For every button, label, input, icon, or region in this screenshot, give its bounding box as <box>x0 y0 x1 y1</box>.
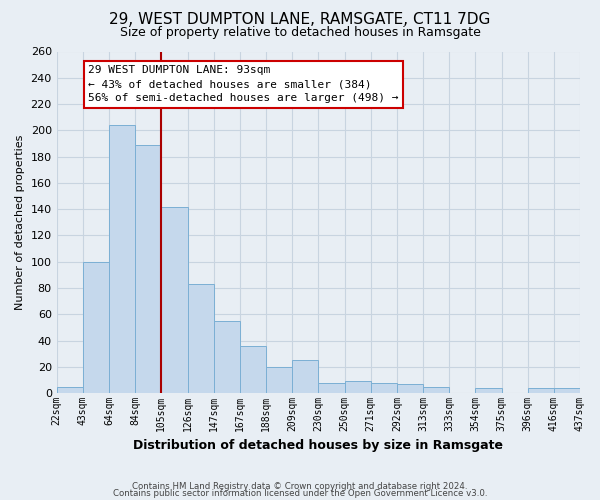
Bar <box>527 388 554 393</box>
Text: Size of property relative to detached houses in Ramsgate: Size of property relative to detached ho… <box>119 26 481 39</box>
X-axis label: Distribution of detached houses by size in Ramsgate: Distribution of detached houses by size … <box>133 440 503 452</box>
Text: 29, WEST DUMPTON LANE, RAMSGATE, CT11 7DG: 29, WEST DUMPTON LANE, RAMSGATE, CT11 7D… <box>109 12 491 28</box>
Bar <box>292 360 319 393</box>
Bar <box>135 145 161 393</box>
Bar <box>109 125 135 393</box>
Bar <box>161 206 187 393</box>
Bar <box>240 346 266 393</box>
Bar <box>423 386 449 393</box>
Bar <box>554 388 580 393</box>
Bar <box>319 382 344 393</box>
Bar <box>56 386 83 393</box>
Text: Contains public sector information licensed under the Open Government Licence v3: Contains public sector information licen… <box>113 490 487 498</box>
Bar <box>475 388 502 393</box>
Y-axis label: Number of detached properties: Number of detached properties <box>15 134 25 310</box>
Bar <box>371 382 397 393</box>
Bar <box>187 284 214 393</box>
Bar <box>83 262 109 393</box>
Bar <box>344 382 371 393</box>
Bar <box>214 321 240 393</box>
Bar <box>397 384 423 393</box>
Text: Contains HM Land Registry data © Crown copyright and database right 2024.: Contains HM Land Registry data © Crown c… <box>132 482 468 491</box>
Text: 29 WEST DUMPTON LANE: 93sqm
← 43% of detached houses are smaller (384)
56% of se: 29 WEST DUMPTON LANE: 93sqm ← 43% of det… <box>88 65 398 103</box>
Bar <box>266 367 292 393</box>
